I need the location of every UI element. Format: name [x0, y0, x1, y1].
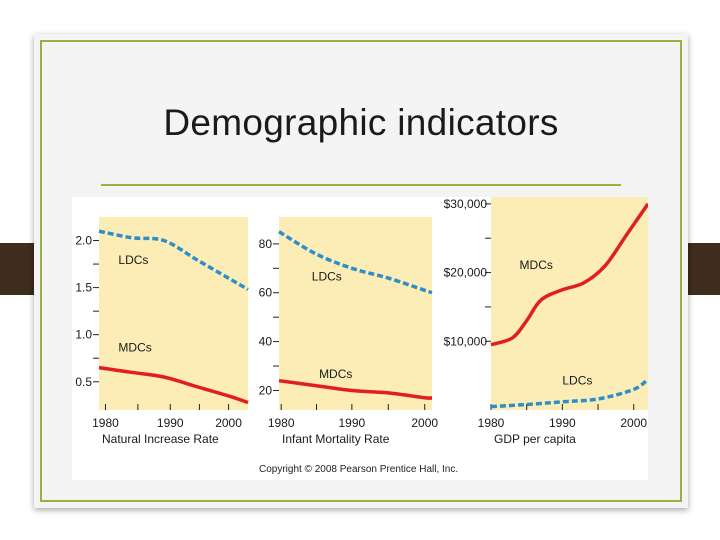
x-tick-label: 1990	[339, 416, 366, 430]
y-tick-label: 60	[259, 286, 273, 300]
x-tick-label: 2000	[215, 416, 242, 430]
chart-svg: 0.5 1.0 1.5 2.0 1980 1990 2000 Natural Increase…	[72, 197, 648, 480]
x-tick-label: 1980	[478, 416, 505, 430]
y-tick-label: $20,000	[444, 266, 488, 280]
series-line-mdcs	[98, 365, 249, 405]
x-axis-label: Infant Mortality Rate	[282, 432, 390, 446]
x-axis-label: GDP per capita	[494, 432, 576, 446]
plot-area-background	[491, 197, 648, 410]
copyright-notice: Copyright © 2008 Pearson Prentice Hall, …	[259, 464, 458, 475]
y-tick-label: 20	[259, 383, 273, 397]
series-line-ldcs	[490, 377, 648, 409]
slide-title: Demographic indicators	[163, 102, 559, 143]
y-tick-label: $10,000	[444, 334, 488, 348]
x-tick-label: 2000	[620, 416, 647, 430]
series-label-mdcs: MDCs	[520, 258, 553, 272]
x-axis-label: Natural Increase Rate	[102, 432, 219, 446]
series-label-mdcs: MDCs	[118, 341, 151, 355]
series-label-ldcs: LDCs	[312, 270, 342, 284]
chart-panel-3: $10,000 $20,000 $30,000 1980 1990 2000 GDP per…	[444, 197, 648, 446]
y-tick-label: 40	[259, 335, 273, 349]
y-tick-label: 80	[259, 237, 273, 251]
x-tick-label: 1990	[157, 416, 184, 430]
series-label-ldcs: LDCs	[562, 374, 592, 388]
x-tick-label: 1980	[268, 416, 295, 430]
x-tick-label: 1990	[549, 416, 576, 430]
series-label-mdcs: MDCs	[319, 367, 352, 381]
series-line-mdcs	[278, 378, 433, 400]
y-tick-label: $30,000	[444, 197, 488, 211]
y-tick-label: 1.0	[75, 328, 92, 342]
y-tick-label: 1.5	[75, 281, 92, 295]
series-line-ldcs	[278, 230, 433, 295]
series-line-ldcs	[98, 229, 249, 292]
x-tick-label: 2000	[411, 416, 438, 430]
chart-panel-2: 20 40 60 80 1980 1990 2000 Infant Mortality Rat…	[259, 217, 438, 446]
chart-panel-1: 0.5 1.0 1.5 2.0 1980 1990 2000 Natural Increase…	[75, 217, 249, 446]
y-tick-label: 2.0	[75, 234, 92, 248]
x-tick-label: 1980	[92, 416, 119, 430]
series-label-ldcs: LDCs	[118, 253, 148, 267]
slide-frame	[40, 40, 682, 502]
y-tick-label: 0.5	[75, 375, 92, 389]
series-line-mdcs	[490, 202, 648, 347]
chart-figure: 0.5 1.0 1.5 2.0 1980 1990 2000 Natural Increase…	[72, 197, 648, 480]
title-rule	[101, 184, 621, 186]
